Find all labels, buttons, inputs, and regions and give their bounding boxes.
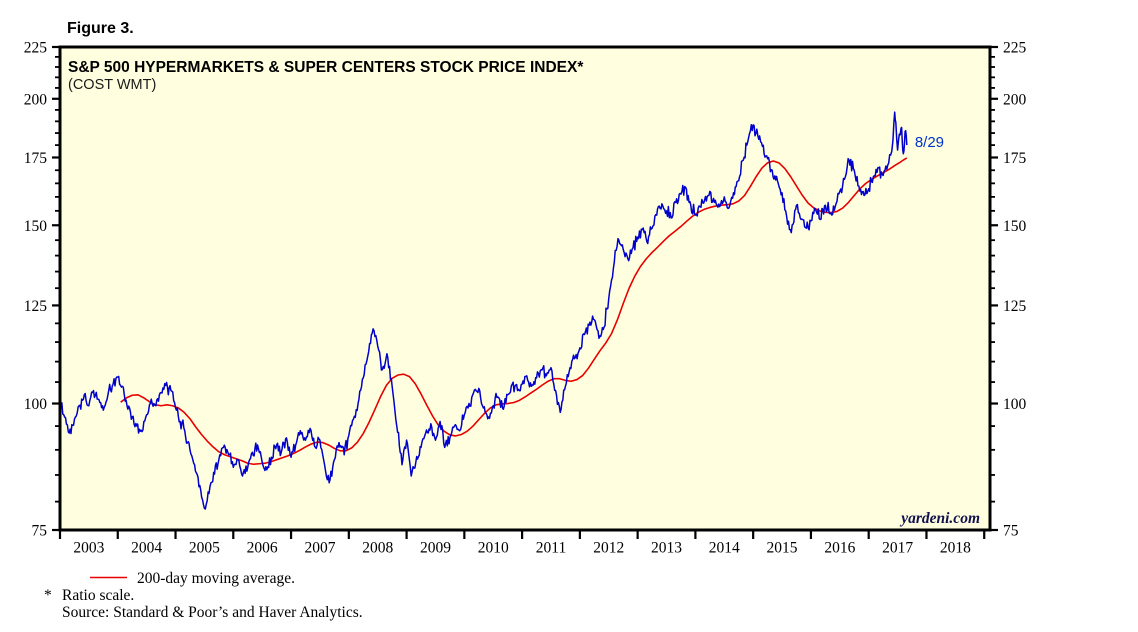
footnote-source: Source: Standard & Poor’s and Haver Anal… [62,604,363,621]
y-tick-label-right: 175 [1003,150,1027,167]
y-tick-label-left: 200 [24,91,48,108]
y-tick-label-right: 200 [1003,91,1027,108]
ma-line [120,157,908,466]
x-year-label: 2011 [536,540,566,557]
x-year-label: 2015 [767,540,798,557]
footnote-ratio-scale: Ratio scale. [62,587,134,604]
x-year-label: 2004 [131,540,162,557]
x-year-label: 2016 [824,540,855,557]
x-year-label: 2005 [189,540,220,557]
x-year-label: 2013 [651,540,682,557]
y-tick-label-right: 75 [1003,523,1019,540]
y-tick-label-left: 100 [24,396,48,413]
x-year-label: 2014 [709,540,740,557]
x-year-label: 2018 [940,540,971,557]
x-year-label: 2008 [362,540,393,557]
x-year-label: 2009 [420,540,451,557]
plot-frame [58,45,992,532]
figure-label: Figure 3. [67,20,134,37]
watermark-yardeni: yardeni.com [899,510,980,527]
x-year-label: 2003 [73,540,104,557]
y-tick-label-left: 225 [24,40,48,57]
legend-ma-label: 200-day moving average. [137,570,295,587]
price-line [60,111,908,510]
y-tick-label-right: 100 [1003,396,1027,413]
x-year-label: 2007 [304,540,335,557]
footnote-asterisk: * [44,587,52,604]
plot-area [60,47,990,530]
y-tick-label-left: 175 [24,150,48,167]
y-tick-label-left: 150 [24,218,48,235]
y-tick-label-right: 150 [1003,218,1027,235]
y-tick-label-left: 75 [32,523,48,540]
x-year-label: 2012 [593,540,624,557]
chart-title: S&P 500 HYPERMARKETS & SUPER CENTERS STO… [68,59,584,76]
x-year-label: 2010 [478,540,509,557]
x-year-label: 2006 [247,540,278,557]
y-tick-label-left: 125 [24,298,48,315]
y-tick-label-right: 125 [1003,298,1027,315]
chart-subtitle: (COST WMT) [68,77,156,93]
last-date-annotation: 8/29 [915,134,944,151]
y-tick-label-right: 225 [1003,40,1027,57]
x-year-label: 2017 [882,540,913,557]
